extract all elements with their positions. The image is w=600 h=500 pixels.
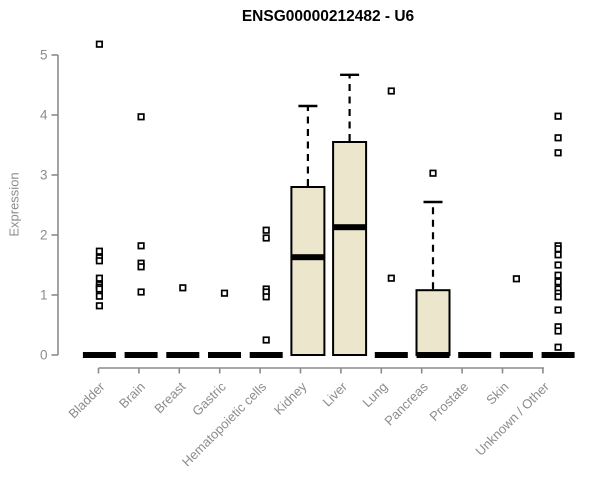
outlier-point bbox=[262, 293, 270, 301]
outlier-point bbox=[95, 257, 104, 265]
outlier-point bbox=[554, 149, 562, 157]
outlier-point bbox=[554, 251, 562, 259]
box bbox=[290, 186, 326, 356]
x-tick-label: Breast bbox=[151, 379, 188, 416]
outlier-point bbox=[554, 306, 562, 314]
outlier-point bbox=[554, 261, 562, 269]
collapsed-box bbox=[541, 352, 575, 358]
outlier-point bbox=[429, 169, 437, 177]
x-tick-label: Unknown / Other bbox=[472, 379, 552, 459]
median-line bbox=[333, 224, 367, 231]
outlier-point bbox=[220, 289, 229, 297]
outlier-point bbox=[262, 226, 270, 234]
median-line bbox=[416, 352, 450, 358]
outlier-point bbox=[95, 40, 104, 48]
y-tick-label: 4 bbox=[40, 108, 48, 123]
collapsed-box bbox=[499, 352, 533, 358]
x-tick-label: Brain bbox=[116, 379, 148, 411]
outlier-point bbox=[95, 292, 104, 300]
outlier-point bbox=[137, 288, 145, 296]
outlier-point bbox=[137, 242, 145, 250]
collapsed-box bbox=[82, 352, 116, 358]
outlier-point bbox=[179, 284, 187, 292]
collapsed-box bbox=[166, 352, 200, 358]
box bbox=[415, 289, 451, 357]
collapsed-box bbox=[124, 352, 158, 358]
outlier-point bbox=[554, 343, 562, 351]
chart-title: ENSG00000212482 - U6 bbox=[241, 8, 415, 25]
outlier-point bbox=[554, 271, 562, 279]
box bbox=[332, 141, 368, 356]
y-tick-label: 2 bbox=[40, 228, 48, 243]
outlier-point bbox=[387, 87, 395, 95]
x-tick-label: Lung bbox=[359, 379, 390, 410]
x-tick-label: Bladder bbox=[65, 379, 108, 422]
outlier-point bbox=[554, 245, 562, 253]
outlier-point bbox=[95, 285, 104, 293]
outlier-point bbox=[95, 302, 104, 310]
y-tick-label: 5 bbox=[40, 48, 48, 63]
y-tick-label: 1 bbox=[40, 288, 48, 303]
outlier-point bbox=[262, 336, 270, 344]
outlier-point bbox=[554, 327, 562, 335]
collapsed-box bbox=[458, 352, 492, 358]
collapsed-box bbox=[374, 352, 408, 358]
x-tick-label: Prostate bbox=[426, 379, 471, 424]
x-tick-label: Skin bbox=[483, 379, 511, 407]
median-line bbox=[291, 254, 325, 261]
y-tick-label: 3 bbox=[40, 168, 48, 183]
outlier-point bbox=[554, 134, 562, 142]
outlier-point bbox=[95, 247, 104, 255]
outlier-point bbox=[137, 263, 145, 271]
x-tick-label: Kidney bbox=[271, 379, 310, 418]
x-tick-label: Pancreas bbox=[381, 379, 431, 429]
outlier-point bbox=[95, 274, 104, 282]
outlier-point bbox=[554, 112, 562, 120]
x-tick-label: Gastric bbox=[189, 379, 229, 419]
collapsed-box bbox=[249, 352, 283, 358]
collapsed-box bbox=[208, 352, 241, 358]
y-tick-label: 0 bbox=[40, 348, 48, 363]
outlier-point bbox=[387, 274, 395, 282]
x-tick-label: Liver bbox=[319, 379, 350, 410]
outlier-point bbox=[137, 113, 145, 121]
outlier-point bbox=[554, 293, 562, 301]
outlier-point bbox=[262, 234, 270, 242]
outlier-point bbox=[512, 275, 521, 283]
outlier-point bbox=[554, 278, 562, 286]
